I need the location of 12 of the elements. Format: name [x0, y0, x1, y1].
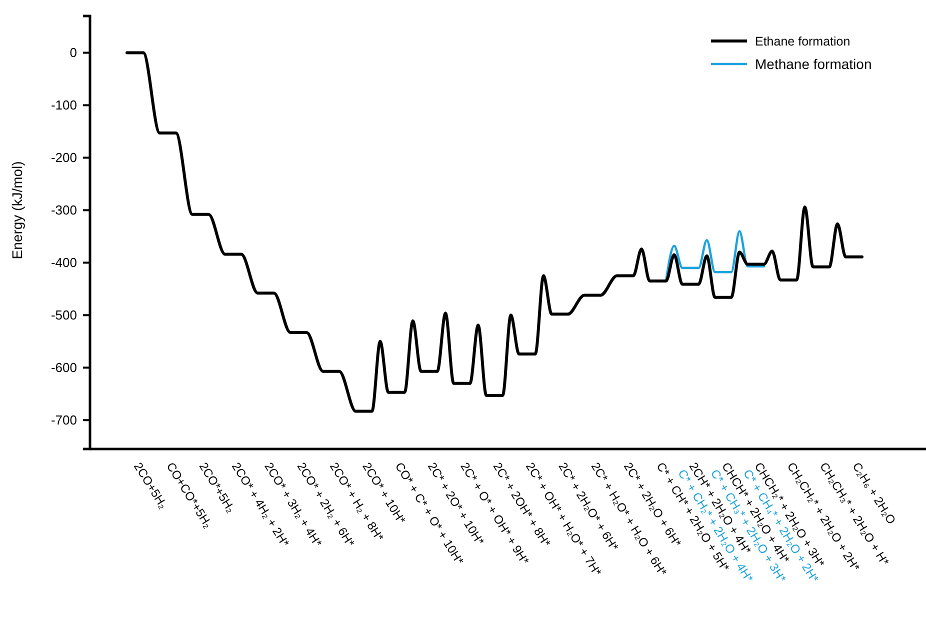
y-tick-label: -600 [50, 360, 77, 375]
y-tick-label: -100 [50, 97, 77, 112]
line-series [664, 230, 766, 282]
y-axis-title: Energy (kJ/mol) [9, 161, 25, 260]
y-tick-label: 0 [70, 44, 77, 60]
y-tick-label: -700 [50, 412, 77, 428]
legend-label: Methane formation [755, 56, 872, 72]
y-tick-label: -400 [50, 254, 77, 270]
y-tick-label: -500 [50, 307, 77, 322]
y-tick-label: -300 [50, 202, 77, 218]
legend-label: Ethane formation [755, 34, 850, 48]
y-tick-label: -200 [50, 150, 77, 165]
